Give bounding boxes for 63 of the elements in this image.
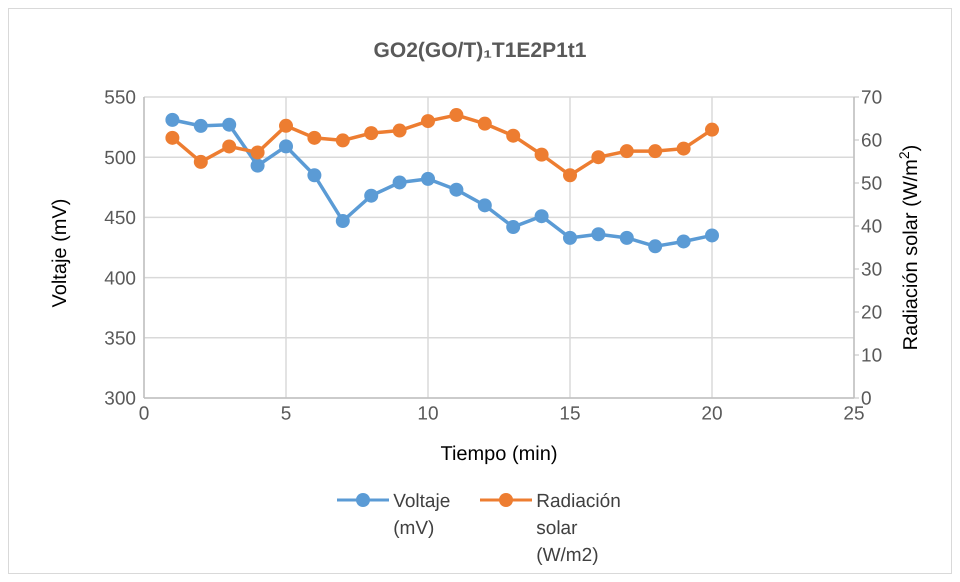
point [705,122,719,137]
y2-tick-label: 20 [861,302,882,324]
point [534,209,549,224]
point [250,145,265,160]
point [648,144,662,158]
point [222,118,236,132]
y2-tick-label: 30 [861,260,882,281]
y2-tick-label: 70 [861,88,882,109]
point [591,150,606,164]
point [563,230,577,245]
y2-tick-label: 60 [861,130,882,152]
point [591,227,606,242]
point [392,175,407,190]
x-tick-label: 5 [280,403,292,424]
y2-tick-label: 10 [861,346,882,367]
point [620,230,634,245]
point [307,168,322,182]
point [165,112,180,127]
point [364,188,378,203]
point [478,198,492,212]
chart-title: GO2(GO/T)₁T1E2P1t1 [372,38,588,64]
y-tick-label: 300 [104,388,136,410]
point [620,144,634,158]
y-tick-label: 550 [104,88,136,109]
point [705,228,719,242]
point [194,118,208,133]
point [478,116,492,131]
point [648,239,662,254]
point [279,139,293,154]
legend-label: Voltaje (mV) [393,490,450,541]
x-tick-label: 10 [417,403,439,424]
x-tick-label: 0 [138,403,150,424]
point [421,172,435,186]
point [534,148,549,162]
point [676,234,691,248]
y-tick-label: 450 [104,208,136,230]
point [364,126,378,140]
x-tick-label: 20 [701,403,723,424]
point [222,139,236,154]
y-tick-label: 350 [104,328,136,350]
y-tick-label: 500 [104,148,136,169]
point [506,220,520,234]
point [506,128,520,143]
y-axis-title: Voltaje (mV) [49,198,72,308]
legend-label: Radiación solar (W/m2) [536,490,621,568]
point [563,168,577,182]
point [279,118,293,133]
point [336,133,350,148]
point [421,114,435,128]
y2-tick-label: 50 [861,174,882,195]
point [307,130,322,145]
point [250,158,265,173]
x-axis-title: Tiempo (min) [440,443,558,465]
y2-tick-label: 40 [861,216,882,238]
point [392,124,407,138]
point [449,182,464,197]
point [194,154,208,169]
point [336,214,350,228]
point [449,108,464,122]
x-tick-label: 15 [559,403,581,424]
point [676,142,691,156]
y-tick-label: 400 [104,268,136,290]
point [165,130,180,145]
